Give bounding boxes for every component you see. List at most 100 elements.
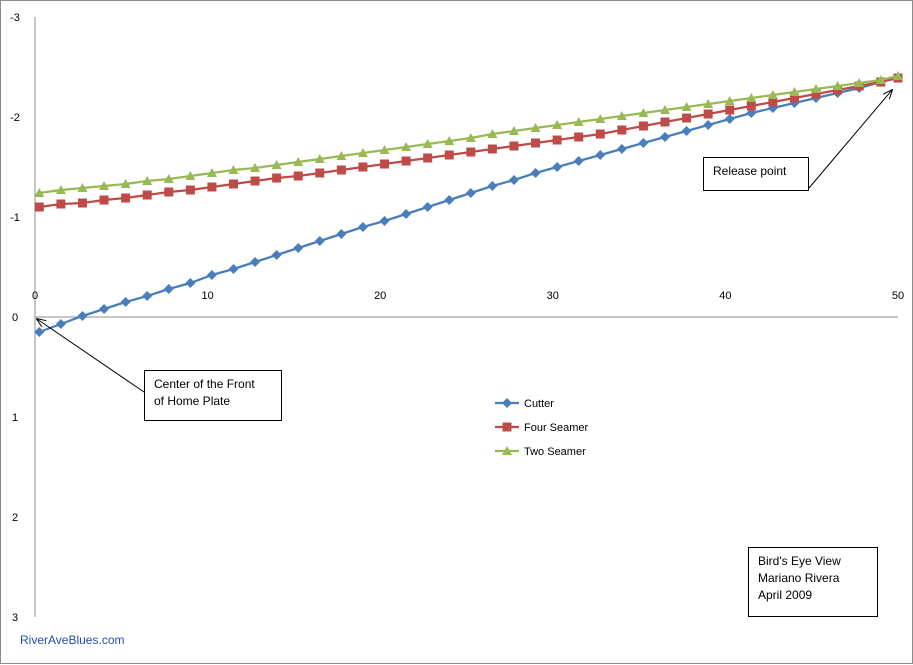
cutter-point xyxy=(34,327,45,337)
four-seamer-point xyxy=(487,144,497,154)
chart-info-box: Bird's Eye View Mariano Rivera April 200… xyxy=(748,547,878,617)
four-seamer-point xyxy=(207,182,217,192)
home-plate-callout: Center of the Front of Home Plate xyxy=(144,370,282,421)
four-seamer-point xyxy=(423,153,433,163)
x-tick-label: 50 xyxy=(892,290,904,302)
info-line-date: April 2009 xyxy=(758,588,813,602)
four-seamer-point xyxy=(531,138,541,148)
four-seamer-point xyxy=(595,129,605,139)
four-seamer-point xyxy=(99,195,109,205)
two-seamer-point xyxy=(552,120,563,129)
two-seamer-point xyxy=(271,160,282,169)
two-seamer-point xyxy=(724,96,735,105)
home-plate-arrow xyxy=(37,319,145,393)
four-seamer-point xyxy=(358,162,368,172)
cutter-line xyxy=(38,75,899,334)
four-seamer-point xyxy=(444,150,454,160)
info-line-pitcher: Mariano Rivera xyxy=(758,571,840,585)
cutter-point xyxy=(573,156,584,166)
four-seamer-point xyxy=(142,190,152,200)
four-seamer-point xyxy=(703,109,713,119)
four-seamer-point xyxy=(250,176,260,186)
two-seamer-point xyxy=(530,123,541,132)
two-seamer-point xyxy=(422,139,433,148)
cutter-point xyxy=(250,257,261,267)
two-seamer-point xyxy=(465,133,476,142)
cutter-point xyxy=(228,264,239,274)
cutter-series xyxy=(34,72,903,337)
y-tick-label: -3 xyxy=(10,12,20,24)
annotation-arrows xyxy=(37,90,892,393)
cutter-point xyxy=(357,222,368,232)
two-seamer-point xyxy=(185,171,196,180)
two-seamer-point xyxy=(789,87,800,96)
two-seamer-point xyxy=(616,111,627,120)
two-seamer-point xyxy=(163,174,174,183)
four-seamer-point xyxy=(574,132,584,142)
two-seamer-point xyxy=(77,183,88,192)
cutter-point xyxy=(444,195,455,205)
four-seamer-point xyxy=(660,117,670,127)
site-credit: RiverAveBlues.com xyxy=(20,633,125,647)
release-point-arrow xyxy=(808,90,892,189)
two-seamer-point xyxy=(638,108,649,117)
series-layer xyxy=(34,71,903,337)
x-tick-label: 40 xyxy=(719,290,731,302)
cutter-point xyxy=(595,150,606,160)
cutter-point xyxy=(681,126,692,136)
four-seamer-point xyxy=(811,89,821,99)
release-point-text: Release point xyxy=(713,164,787,178)
legend-label-four-seamer: Four Seamer xyxy=(524,422,589,434)
cutter-point xyxy=(552,162,563,172)
four-seamer-point xyxy=(185,185,195,195)
four-seamer-point xyxy=(466,147,476,157)
four-seamer-point xyxy=(682,113,692,123)
two-seamer-point xyxy=(120,179,131,188)
two-seamer-point xyxy=(659,105,670,114)
two-seamer-point xyxy=(703,99,714,108)
home-plate-text-line-1: Center of the Front xyxy=(154,377,255,391)
two-seamer-point xyxy=(444,136,455,145)
two-seamer-point xyxy=(832,81,843,90)
two-seamer-point xyxy=(595,114,606,123)
four-seamer-point xyxy=(77,198,87,208)
four-seamer-point xyxy=(725,105,735,115)
legend-marker-two-seamer xyxy=(502,446,512,455)
two-seamer-point xyxy=(487,129,498,138)
cutter-point xyxy=(163,284,174,294)
two-seamer-point xyxy=(379,145,390,154)
two-seamer-point xyxy=(893,71,903,80)
y-tick-label: 0 xyxy=(12,312,18,324)
y-tick-label: 1 xyxy=(12,412,18,424)
release-point-callout: Release point xyxy=(703,157,809,191)
cutter-point xyxy=(336,229,347,239)
two-seamer-point xyxy=(746,93,757,102)
cutter-point xyxy=(487,181,498,191)
cutter-point xyxy=(120,297,131,307)
four-seamer-point xyxy=(509,141,519,151)
cutter-point xyxy=(530,168,541,178)
four-seamer-point xyxy=(34,202,44,212)
two-seamer-point xyxy=(508,126,519,135)
cutter-point xyxy=(422,202,433,212)
four-seamer-point xyxy=(56,199,66,209)
two-seamer-point xyxy=(55,185,66,194)
two-seamer-point xyxy=(34,188,45,197)
cutter-point xyxy=(99,304,110,314)
legend-label-cutter: Cutter xyxy=(524,398,554,410)
two-seamer-point xyxy=(250,163,261,172)
y-tick-label: 3 xyxy=(12,612,18,624)
legend: Cutter Four Seamer Two Seamer xyxy=(495,398,589,458)
four-seamer-point xyxy=(380,159,390,169)
two-seamer-point xyxy=(314,154,325,163)
y-tick-label: -2 xyxy=(10,112,20,124)
four-seamer-point xyxy=(617,125,627,135)
x-tick-label: 0 xyxy=(32,290,38,302)
legend-marker-four-seamer xyxy=(502,422,512,432)
two-seamer-point xyxy=(573,117,584,126)
home-plate-text-line-2: of Home Plate xyxy=(154,394,231,408)
two-seamer-point xyxy=(854,78,865,87)
two-seamer-point xyxy=(206,168,217,177)
